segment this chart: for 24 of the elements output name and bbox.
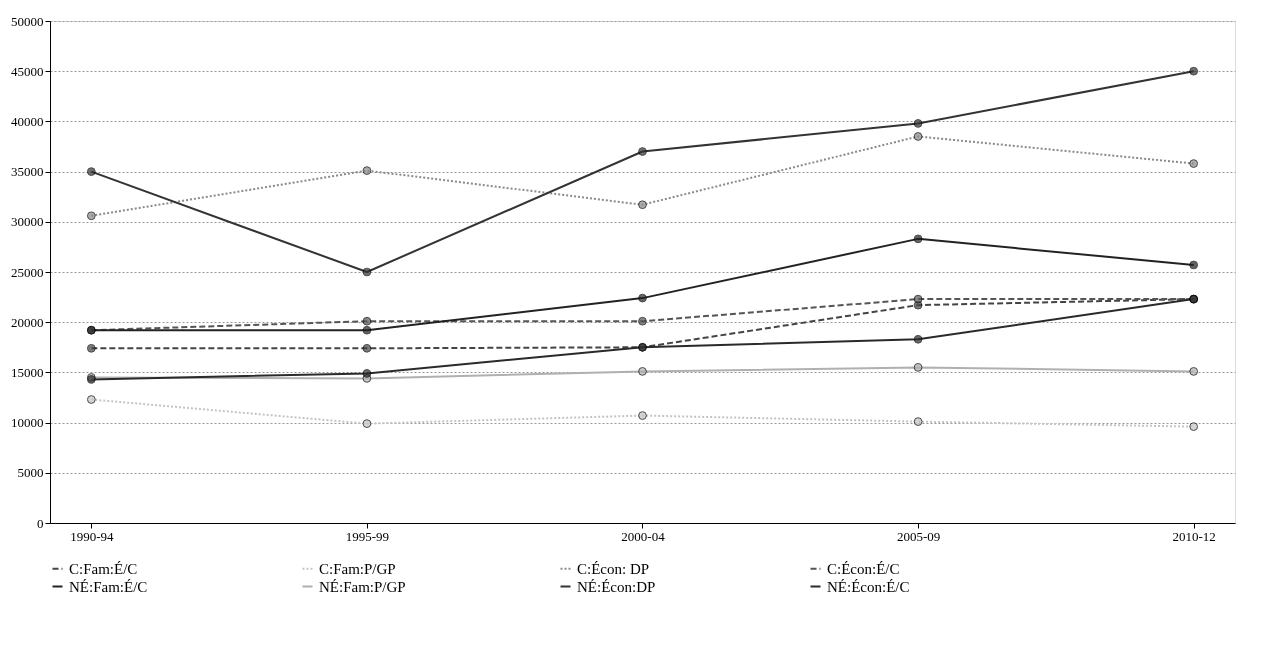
x-tick-label: 2000-04 [621, 528, 666, 544]
y-tick-label: 35000 [11, 164, 44, 180]
legend-label: NÉ:Écon:É/C [827, 578, 910, 595]
y-tick-label: 50000 [11, 13, 44, 29]
legend-label: NÉ:Fam:É/C [69, 578, 148, 595]
x-tick-label: 2010-12 [1172, 528, 1216, 544]
y-tick-label: 45000 [11, 63, 44, 79]
y-tick-label: 0 [37, 515, 44, 531]
y-tick-label: 20000 [11, 314, 44, 330]
legend-label: C:Écon: DP [577, 560, 650, 577]
x-tick-label: 1995-99 [345, 528, 390, 544]
legend-label: C:Fam:P/GP [319, 560, 396, 577]
y-tick-label: 30000 [11, 214, 44, 230]
legend-label: C:Fam:É/C [69, 560, 138, 577]
y-tick-label: 25000 [11, 264, 44, 280]
y-tick-label: 10000 [11, 415, 44, 431]
y-tick-label: 5000 [17, 465, 44, 481]
legend-label: NÉ:Écon:DP [577, 578, 656, 595]
legend-label: NÉ:Fam:P/GP [319, 578, 406, 595]
y-tick-label: 15000 [11, 364, 44, 380]
x-tick-label: 2005-09 [896, 528, 941, 544]
y-tick-label: 40000 [11, 113, 44, 129]
x-tick-label: 1990-94 [70, 528, 114, 544]
legend-label: C:Écon:É/C [827, 560, 900, 577]
